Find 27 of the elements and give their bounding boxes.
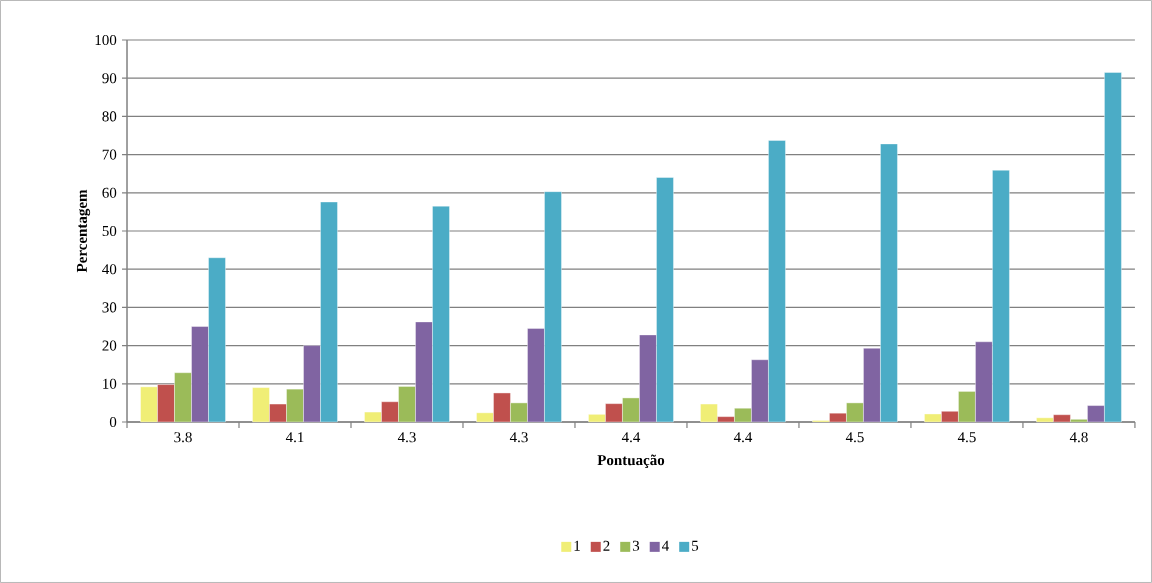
x-tick-label: 4.4: [621, 432, 641, 443]
legend-label: 1: [574, 540, 580, 551]
y-tick-label: 90: [102, 73, 117, 84]
y-tick-label: 100: [95, 34, 117, 46]
y-tick-label: 20: [102, 340, 117, 351]
y-axis-title: Percentagem: [76, 189, 91, 273]
y-tick-label: 70: [102, 149, 117, 160]
x-tick-label: 4.4: [733, 432, 753, 443]
x-tick-label: 4.8: [1069, 432, 1088, 443]
x-tick-label: 4.1: [285, 432, 304, 443]
y-tick-label: 60: [102, 187, 117, 198]
y-tick-label: 10: [103, 378, 117, 389]
legend-label: 2: [603, 540, 610, 551]
y-tick-label: 0: [109, 416, 117, 428]
y-tick-label: 30: [102, 302, 117, 313]
legend-label: 5: [692, 540, 699, 551]
x-tick-label: 4.5: [845, 432, 864, 443]
y-tick-label: 40: [102, 264, 117, 275]
x-tick-label: 4.3: [509, 432, 528, 443]
y-tick-label: 80: [102, 111, 117, 122]
legend-label: 3: [632, 540, 640, 551]
legend-label: 4: [662, 540, 669, 551]
x-tick-label: 4.5: [957, 432, 976, 443]
x-axis-title: Pontuação: [597, 454, 665, 469]
x-tick-label: 3.8: [174, 432, 192, 443]
y-tick-label: 50: [102, 225, 117, 237]
x-tick-label: 4.3: [397, 432, 416, 443]
